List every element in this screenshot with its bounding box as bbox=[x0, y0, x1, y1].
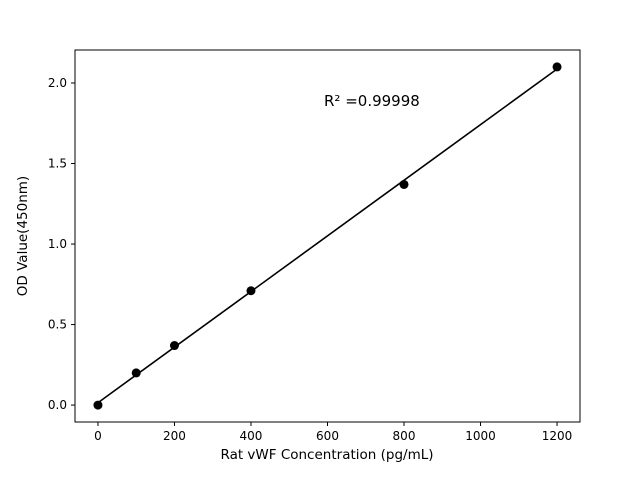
trend-line bbox=[97, 68, 558, 404]
data-point bbox=[552, 62, 562, 72]
x-axis-label: Rat vWF Concentration (pg/mL) bbox=[220, 447, 433, 463]
x-tick-label: 200 bbox=[163, 429, 186, 443]
y-tick-label: 0.0 bbox=[48, 398, 67, 412]
r-squared-annotation: R² =0.99998 bbox=[324, 92, 420, 110]
x-tick-label: 400 bbox=[240, 429, 263, 443]
data-point bbox=[131, 368, 141, 378]
x-tick-label: 0 bbox=[94, 429, 102, 443]
y-tick-label: 0.5 bbox=[48, 318, 67, 332]
x-tick-label: 600 bbox=[316, 429, 339, 443]
y-tick-label: 1.0 bbox=[48, 237, 67, 251]
x-tick-label: 800 bbox=[393, 429, 416, 443]
y-axis-label: OD Value(450nm) bbox=[15, 176, 31, 296]
data-point bbox=[246, 286, 256, 296]
data-point bbox=[93, 400, 103, 410]
data-point bbox=[399, 179, 409, 189]
data-point bbox=[169, 341, 179, 351]
y-tick-label: 2.0 bbox=[48, 76, 67, 90]
x-tick-label: 1200 bbox=[542, 429, 573, 443]
y-tick-label: 1.5 bbox=[48, 157, 67, 171]
x-tick-label: 1000 bbox=[465, 429, 496, 443]
chart-content: 0 200 400 600 800 1000 1200 0.0 0.5 1.0 1.5 2.0 bbox=[48, 49, 581, 443]
